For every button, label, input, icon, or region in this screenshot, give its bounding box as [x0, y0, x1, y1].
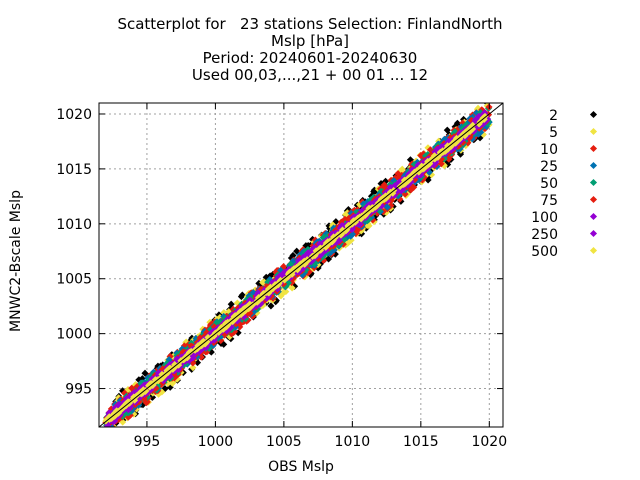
y-tick-label: 1000 [56, 327, 92, 343]
data-point [231, 312, 239, 320]
legend-marker [589, 195, 598, 204]
legend-marker [589, 246, 598, 255]
data-point [383, 203, 391, 211]
data-point [110, 410, 118, 418]
data-point [400, 176, 408, 184]
legend-marker [589, 178, 598, 187]
x-tick-label: 1000 [198, 434, 234, 450]
legend-marker [589, 127, 598, 136]
data-point [475, 120, 483, 128]
data-point [108, 428, 115, 435]
x-axis-label: OBS Mslp [268, 459, 334, 475]
data-point [266, 283, 275, 291]
data-point [203, 337, 211, 346]
diagonal-line [98, 102, 504, 428]
plot-frame [98, 102, 504, 428]
y-tick-label: 995 [65, 382, 92, 398]
data-point [229, 318, 237, 326]
data-point [154, 377, 162, 385]
data-point [325, 255, 333, 263]
legend-label: 100 [531, 210, 558, 226]
data-point [217, 323, 225, 331]
data-point [439, 148, 447, 156]
title-line-3: Period: 20240601-20240630 [202, 49, 418, 67]
data-point [301, 260, 309, 268]
data-point [342, 227, 350, 235]
y-tick-label: 1005 [56, 272, 92, 288]
data-point [104, 432, 111, 439]
legend-label: 5 [549, 125, 558, 141]
data-point [162, 370, 170, 378]
legend-label: 250 [531, 227, 558, 243]
legend-label: 50 [540, 176, 558, 192]
data-point [466, 128, 474, 136]
x-tick-label: 1005 [266, 434, 302, 450]
x-tick-label: 995 [134, 434, 161, 450]
data-point [447, 142, 455, 150]
data-point [103, 428, 110, 435]
data-point [365, 205, 373, 213]
legend-marker [589, 212, 598, 221]
y-tick-label: 1020 [56, 107, 92, 123]
legend-marker [589, 144, 598, 153]
data-point [249, 301, 257, 309]
title-line-4: Used 00,03,...,21 + 00 01 ... 12 [191, 66, 429, 84]
data-point [164, 366, 172, 374]
x-tick-label: 1020 [471, 434, 507, 450]
legend-label: 10 [540, 142, 558, 158]
data-point [107, 428, 114, 435]
y-axis-label: MNWC2-Bscale Mslp [8, 190, 24, 332]
title-line-2: Mslp [hPa] [271, 32, 349, 50]
legend-label: 500 [531, 244, 558, 260]
legend-label: 2 [549, 108, 558, 124]
data-point [103, 429, 110, 436]
title-line-1: Scatterplot for 23 stations Selection: F… [117, 15, 503, 33]
data-point [293, 266, 302, 274]
data-point [394, 170, 402, 178]
legend-label: 75 [540, 193, 558, 209]
data-point [238, 310, 246, 318]
data-point [107, 426, 115, 427]
data-point [242, 304, 250, 312]
x-tick-label: 1010 [335, 434, 371, 450]
data-point [296, 260, 304, 268]
data-point [406, 175, 414, 183]
data-point [237, 293, 245, 301]
data-point [304, 242, 312, 250]
data-point [280, 276, 288, 284]
data-point [189, 364, 197, 372]
data-point [267, 302, 275, 310]
data-point [350, 217, 358, 225]
legend-marker [589, 229, 598, 238]
x-tick-label: 1015 [403, 434, 439, 450]
data-point [169, 365, 177, 373]
chart-title: Scatterplot for 23 stations Selection: F… [60, 16, 560, 84]
legend-marker [589, 161, 598, 170]
y-tick-label: 1010 [56, 217, 92, 233]
data-point [424, 161, 432, 169]
legend-label: 25 [540, 159, 558, 175]
legend-marker [589, 110, 598, 119]
data-point [141, 369, 149, 377]
y-tick-label: 1015 [56, 162, 92, 178]
